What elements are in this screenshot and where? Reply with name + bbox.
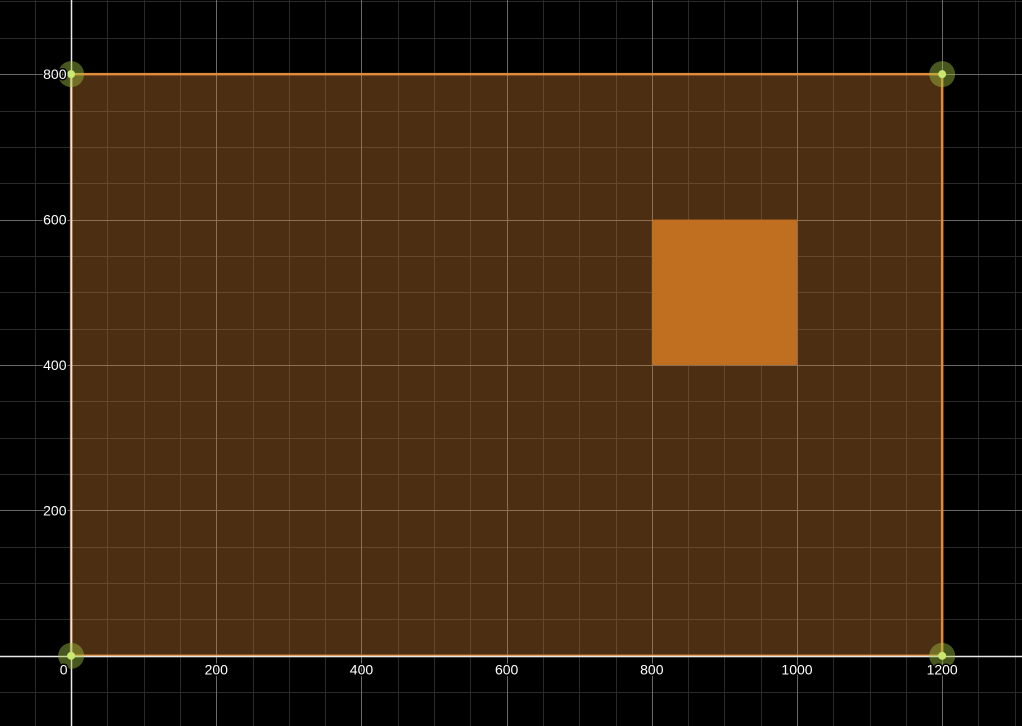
y-tick-label: 200 xyxy=(43,502,67,518)
vertex-point-dot[interactable] xyxy=(67,70,76,79)
y-tick-label: 800 xyxy=(43,66,67,82)
tick-labels: 0 200 400 600 800 1000 1200 200 400 600 800 xyxy=(42,65,960,679)
inner-square[interactable] xyxy=(651,219,797,365)
x-tick-label: 0 xyxy=(60,662,68,678)
vertex-point[interactable] xyxy=(929,61,956,88)
x-tick-label: 600 xyxy=(495,662,519,678)
vertex-point[interactable] xyxy=(58,642,85,669)
vertex-point-dot[interactable] xyxy=(67,651,76,660)
points-layer[interactable] xyxy=(58,61,956,669)
vertex-point-dot[interactable] xyxy=(938,70,947,79)
x-tick-label: 400 xyxy=(350,662,374,678)
x-tick-label: 1200 xyxy=(927,662,958,678)
vertex-point[interactable] xyxy=(58,61,85,88)
vertex-point[interactable] xyxy=(929,642,956,669)
shapes-layer[interactable] xyxy=(69,72,944,658)
y-tick-label: 600 xyxy=(43,212,67,228)
x-tick-label: 1000 xyxy=(781,662,812,678)
outer-rectangle[interactable] xyxy=(69,72,944,658)
x-tick-label: 200 xyxy=(205,662,229,678)
x-tick-label: 800 xyxy=(640,662,664,678)
y-tick-label: 400 xyxy=(43,357,67,373)
vertex-point-dot[interactable] xyxy=(938,651,947,660)
